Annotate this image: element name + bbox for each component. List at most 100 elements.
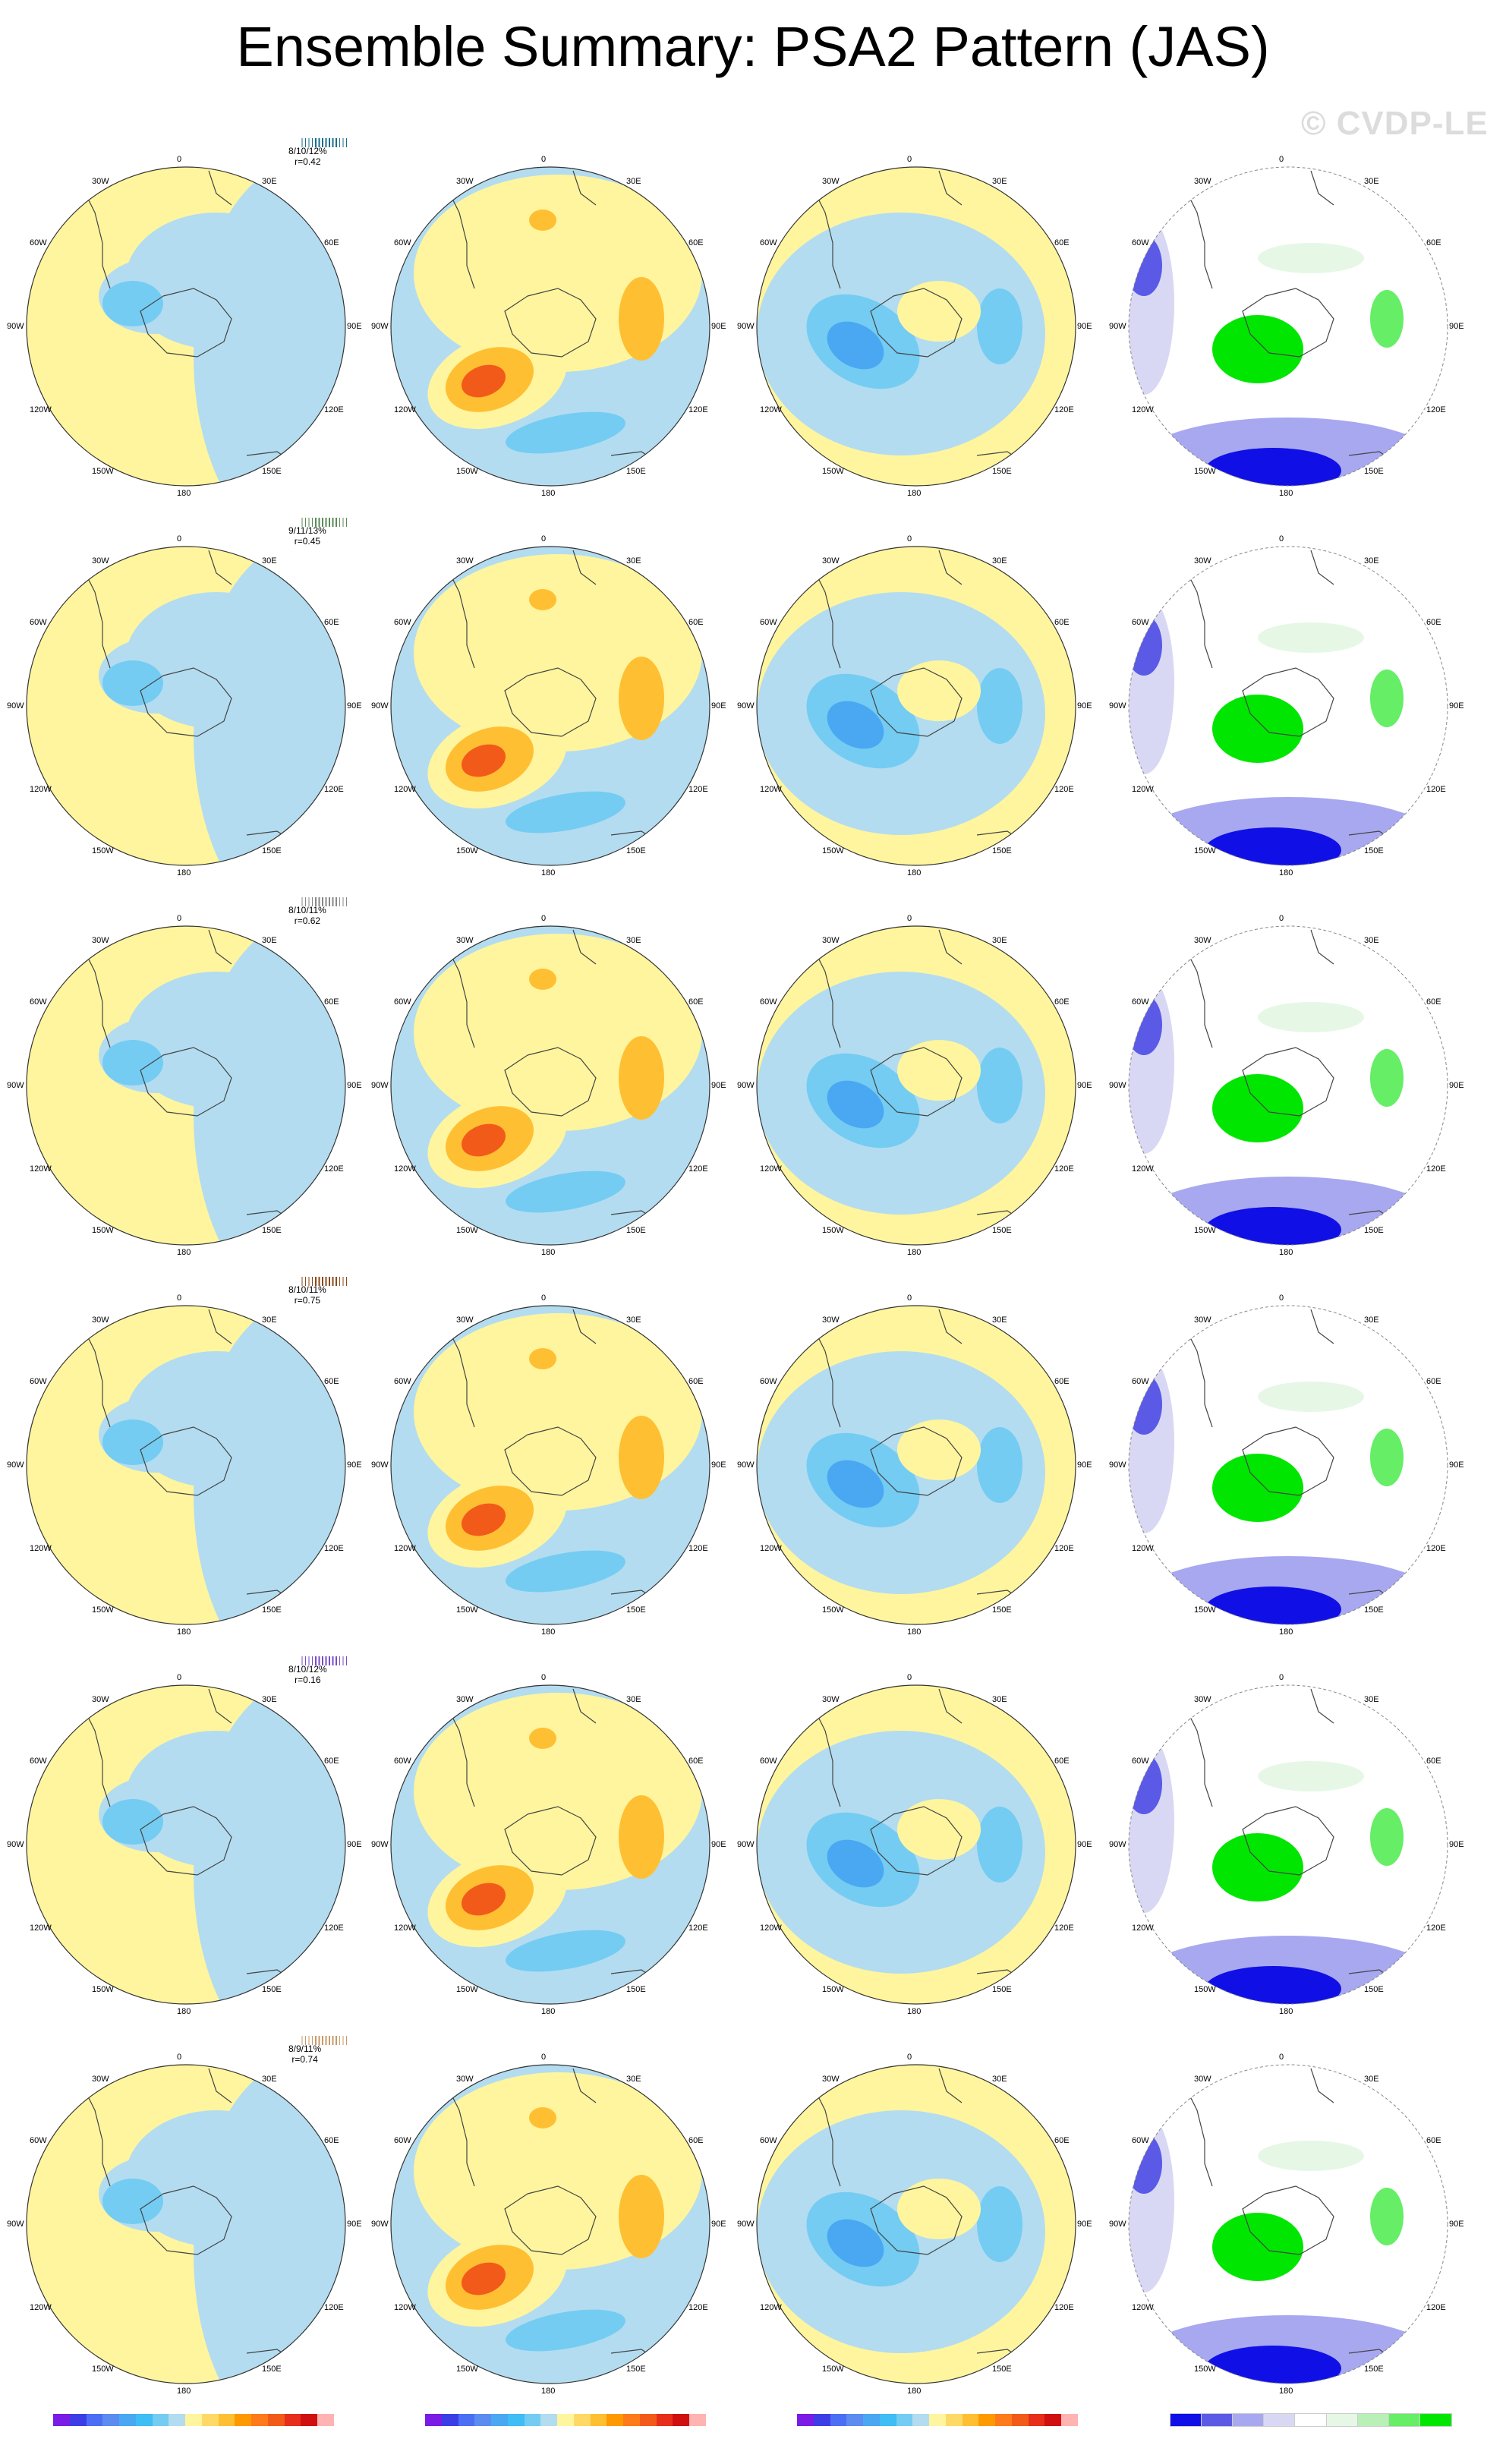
member-spread-bar	[301, 2036, 347, 2045]
lon-label: 60W	[1132, 2136, 1149, 2145]
colorbar-swatch	[1263, 2413, 1296, 2427]
south-america-outline	[809, 941, 841, 1048]
rank-map	[1128, 925, 1448, 1246]
africa-outline	[1310, 170, 1334, 206]
lon-label: 150E	[262, 1225, 282, 1235]
lon-label: 60W	[30, 238, 47, 247]
model-map	[26, 2064, 346, 2384]
lon-label: 150E	[262, 1984, 282, 1994]
colorbar-swatch	[235, 2414, 252, 2426]
lon-label: 90E	[711, 701, 726, 711]
lon-label: 150W	[1194, 1225, 1216, 1235]
lon-label: 60W	[394, 238, 411, 247]
south-america-outline	[1181, 561, 1213, 669]
lon-label: 120W	[30, 1544, 52, 1553]
orange-region	[529, 2107, 556, 2128]
lon-label: 180	[177, 2007, 191, 2016]
orange-region	[619, 657, 664, 740]
orange-region	[529, 589, 556, 610]
lon-label: 120E	[1054, 1924, 1074, 1933]
lon-label: 30W	[822, 1315, 840, 1325]
lon-label: 60E	[688, 618, 704, 627]
lon-label: 180	[1279, 1248, 1293, 1257]
africa-outline	[208, 2068, 232, 2103]
map-border	[390, 166, 710, 487]
rank-map	[1128, 2064, 1448, 2384]
lon-label: 60W	[30, 997, 47, 1007]
map-field	[391, 167, 710, 486]
map-border	[390, 925, 710, 1246]
obs-map	[390, 1305, 710, 1625]
lon-label: 30E	[262, 556, 277, 566]
lon-label: 30E	[992, 1695, 1007, 1705]
lon-label: 30W	[456, 936, 474, 946]
map-border	[1128, 1305, 1448, 1625]
map-border	[26, 1684, 346, 2005]
map-border	[390, 546, 710, 866]
rank-max-region	[1212, 695, 1303, 763]
africa-outline	[1310, 2068, 1334, 2103]
lon-label: 90W	[1109, 322, 1126, 331]
page-title: Ensemble Summary: PSA2 Pattern (JAS)	[236, 15, 1270, 78]
colorbar-swatch	[1294, 2413, 1328, 2427]
antarctica-outline	[1242, 2185, 1334, 2255]
rank-panel: 0 30E 60E 90E 120E 150E 180 150W 120W 90W 60W 30W	[1109, 1260, 1467, 1637]
lon-label: 30W	[92, 1695, 109, 1705]
lon-label: 0	[541, 534, 547, 544]
lon-label: 150E	[992, 1984, 1012, 1994]
stats-pct: 9/11/13%	[288, 525, 326, 536]
hpa-colorbar	[797, 2414, 1079, 2459]
member-spread-bar	[301, 1277, 347, 1286]
rank-high-region	[1258, 2141, 1364, 2171]
antarctica-outline	[140, 2185, 232, 2255]
blue-region	[977, 1048, 1022, 1123]
africa-outline	[208, 1688, 232, 1724]
lon-label: 90W	[7, 1840, 24, 1849]
colorbar-swatch	[623, 2414, 641, 2426]
lon-label: 30W	[456, 1315, 474, 1325]
lon-label: 60W	[30, 2136, 47, 2145]
lon-label: 150E	[992, 1225, 1012, 1235]
lon-label: 90E	[1449, 1840, 1464, 1849]
antarctica-outline	[504, 2185, 597, 2255]
stats-r: r=0.42	[295, 156, 321, 167]
diff-map	[756, 1684, 1076, 2005]
lon-label: 30E	[262, 177, 277, 187]
colorbar-swatch	[53, 2414, 71, 2426]
antarctica-outline	[140, 1426, 232, 1496]
lon-label: 150E	[1364, 2364, 1384, 2374]
lon-label: 30E	[1364, 936, 1379, 946]
lon-label: 120E	[1426, 1164, 1446, 1174]
rank-map	[1128, 546, 1448, 866]
blue-region	[506, 2309, 625, 2352]
lon-label: 150W	[92, 1984, 114, 1994]
lon-label: 120E	[1054, 1544, 1074, 1553]
colorbar-swatch	[995, 2414, 1013, 2426]
lon-label: 60E	[1426, 2136, 1441, 2145]
lon-label: 180	[907, 489, 922, 498]
lon-label: 180	[907, 868, 922, 878]
lon-label: 90W	[1109, 2220, 1126, 2229]
map-border	[756, 166, 1076, 487]
model-stats: 8/10/12% r=0.42	[288, 146, 327, 167]
member-spread-bar	[301, 138, 347, 147]
south-america-outline	[809, 2079, 841, 2187]
lon-label: 30W	[1194, 556, 1211, 566]
lon-label: 30W	[456, 177, 474, 187]
lon-label: 30E	[1364, 1315, 1379, 1325]
lon-label: 30W	[92, 936, 109, 946]
map-border	[756, 546, 1076, 866]
rank-colorbar	[1170, 2413, 1453, 2459]
lon-label: 30W	[822, 936, 840, 946]
colorbar-swatch	[557, 2414, 575, 2426]
yellow-region	[897, 2179, 981, 2239]
lon-label: 30E	[992, 936, 1007, 946]
lon-label: 180	[907, 1627, 922, 1637]
colorbar-swatch	[540, 2414, 558, 2426]
orange-region	[619, 1416, 664, 1499]
lon-label: 90W	[737, 701, 755, 711]
blue-region	[977, 288, 1022, 364]
map-field	[391, 1685, 710, 2004]
lon-label: 90E	[1077, 2220, 1092, 2229]
lon-label: 0	[907, 1673, 912, 1682]
